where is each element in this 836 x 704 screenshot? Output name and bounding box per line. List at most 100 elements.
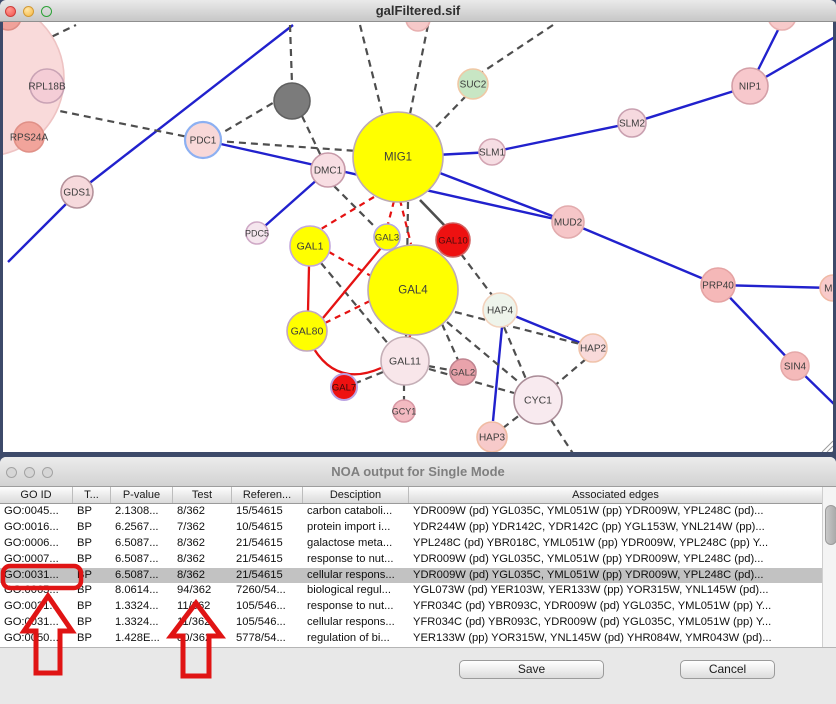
close-button-inactive-icon[interactable] <box>6 467 17 478</box>
table-row[interactable]: GO:0031... BP 1.3324... 11/362 105/546... cel… <box>0 615 822 631</box>
node-GAL7[interactable]: GAL7 <box>330 373 358 401</box>
table-cell: galactose meta... <box>307 536 393 549</box>
node-GCY1[interactable]: GCY1 <box>392 399 417 423</box>
noa-window-titlebar[interactable]: NOA output for Single Mode <box>0 457 836 487</box>
column-header-t[interactable]: T... <box>73 487 111 503</box>
node-GDS1[interactable]: GDS1 <box>60 175 94 209</box>
column-header-test[interactable]: Test <box>173 487 232 503</box>
table-row[interactable]: GO:0016... BP 6.2567... 7/362 10/54615 protei… <box>0 520 822 536</box>
node-unlabeled[interactable] <box>3 22 21 31</box>
table-cell: 15/54615 <box>236 505 283 517</box>
network-canvas[interactable] <box>0 22 836 457</box>
node-PRP40[interactable]: PRP40 <box>700 267 736 303</box>
node-PDC1[interactable]: PDC1 <box>183 120 223 160</box>
node-label: GAL80 <box>291 326 324 338</box>
node-label: GAL2 <box>451 368 475 379</box>
edge-blue <box>491 326 504 422</box>
network-graph[interactable]: RPL18B RPS24A GDS1 PDC1 DMC1 MIG1 SUC2 SLM1 SLM2… <box>3 22 833 452</box>
node-HAP2[interactable]: HAP2 <box>578 333 608 363</box>
node-unlabeled[interactable] <box>273 82 311 120</box>
node-CYC1[interactable]: CYC1 <box>513 375 563 425</box>
node-SIN4[interactable]: SIN4 <box>780 351 810 381</box>
minimize-button-inactive-icon[interactable] <box>24 467 35 478</box>
table-cell: 8/362 <box>177 568 205 581</box>
network-window-title: galFiltered.sif <box>375 3 461 18</box>
edge-blue <box>717 284 796 367</box>
edge-dash <box>502 326 528 380</box>
edge-blue <box>567 220 719 287</box>
node-PDC5[interactable]: PDC5 <box>245 221 269 245</box>
node-SUC2[interactable]: SUC2 <box>457 68 489 100</box>
node-GAL80[interactable]: GAL80 <box>286 310 328 352</box>
table-cell: 21/54615 <box>236 568 283 581</box>
column-header-pvalue[interactable]: P-value <box>111 487 173 503</box>
node-DMC1[interactable]: DMC1 <box>310 152 346 188</box>
node-MSI[interactable]: MSI <box>819 274 833 302</box>
node-RPL18B[interactable]: RPL18B <box>28 68 66 104</box>
minimize-button-icon[interactable] <box>23 6 34 17</box>
node-label: MUD2 <box>554 218 583 229</box>
node-label: GCY1 <box>392 407 417 417</box>
node-label: HAP4 <box>487 306 514 317</box>
resize-grip-icon[interactable] <box>821 440 833 452</box>
edge-blue <box>631 84 751 125</box>
node-NIP1[interactable]: NIP1 <box>731 67 769 105</box>
divider <box>0 647 836 648</box>
scrollbar-thumb[interactable] <box>824 505 836 545</box>
table-cell: 6.5087... <box>115 552 159 565</box>
node-GAL2[interactable]: GAL2 <box>449 358 477 386</box>
edge-red <box>306 265 311 312</box>
table-cell: protein import i... <box>307 520 391 533</box>
table-cell: YER133W (pp) YOR315W, YNL145W (pd) YHR08… <box>413 632 772 645</box>
zoom-button-icon[interactable] <box>41 6 52 17</box>
table-row[interactable]: GO:0050... BP 1.428E... 80/362 5778/54... reg… <box>0 631 822 647</box>
table-cell: 21/54615 <box>236 552 283 565</box>
node-GAL10[interactable]: GAL10 <box>435 222 471 258</box>
table-cell: 1.3324... <box>115 616 159 629</box>
network-window-titlebar[interactable]: galFiltered.sif <box>0 0 836 22</box>
node-MIG1[interactable]: MIG1 <box>352 111 444 203</box>
node-label: GAL10 <box>438 236 468 247</box>
column-header-referen[interactable]: Referen... <box>232 487 303 503</box>
node-unlabeled[interactable] <box>405 22 431 32</box>
node-MUD2[interactable]: MUD2 <box>551 205 585 239</box>
node-HAP3[interactable]: HAP3 <box>476 421 508 452</box>
node-GAL1[interactable]: GAL1 <box>289 225 331 267</box>
table-row[interactable]: GO:0065... BP 8.0614... 94/362 7260/54... bio… <box>0 583 822 599</box>
node-GAL3[interactable]: GAL3 <box>373 223 401 251</box>
edge-dash <box>408 24 430 115</box>
edge-reddash <box>386 200 396 225</box>
column-header-associatededges[interactable]: Associated edges <box>572 489 659 501</box>
column-header-goid[interactable]: GO ID <box>0 487 73 503</box>
edge-dash <box>355 370 384 385</box>
table-cell: response to nut... <box>307 552 394 565</box>
close-button-icon[interactable] <box>5 6 16 17</box>
table-row[interactable]: GO:0031... BP 1.3324... 11/362 105/546... res… <box>0 599 822 615</box>
table-cell: 5778/54... <box>236 632 286 645</box>
node-label: GAL4 <box>398 285 428 297</box>
table-row[interactable]: GO:0045... BP 2.1308... 8/362 15/54615 carbon… <box>0 504 822 520</box>
edge-dash <box>550 419 574 452</box>
table-cell: BP <box>77 632 92 645</box>
node-label: CYC1 <box>524 395 552 407</box>
table-cell: GO:0031... <box>4 568 59 581</box>
node-RPS24A[interactable]: RPS24A <box>10 121 49 153</box>
cancel-button[interactable]: Cancel <box>680 660 775 679</box>
node-SLM2[interactable]: SLM2 <box>617 108 647 138</box>
table-cell: YGL073W (pd) YER103W, YER133W (pp) YOR31… <box>413 584 769 597</box>
node-GAL4[interactable]: GAL4 <box>367 244 459 336</box>
node-GAL11[interactable]: GAL11 <box>380 336 430 386</box>
node-SLM1[interactable]: SLM1 <box>478 138 506 166</box>
table-row[interactable]: GO:0006... BP 6.5087... 8/362 21/54615 galact… <box>0 536 822 552</box>
table-cell: GO:0031... <box>4 616 59 629</box>
column-header-desciption[interactable]: Desciption <box>303 487 409 503</box>
zoom-button-inactive-icon[interactable] <box>42 467 53 478</box>
save-button[interactable]: Save <box>459 660 604 679</box>
node-HAP4[interactable]: HAP4 <box>482 292 518 328</box>
table-cell: YFR034C (pd) YBR093C, YDR009W (pd) YGL03… <box>413 616 772 629</box>
table-row[interactable]: GO:0007... BP 6.5087... 8/362 21/54615 respon… <box>0 552 822 568</box>
node-unlabeled[interactable] <box>768 22 796 31</box>
vertical-scrollbar[interactable] <box>822 487 836 647</box>
table-row[interactable]: GO:0031... BP 6.5087... 8/362 21/54615 cellul… <box>0 567 822 584</box>
